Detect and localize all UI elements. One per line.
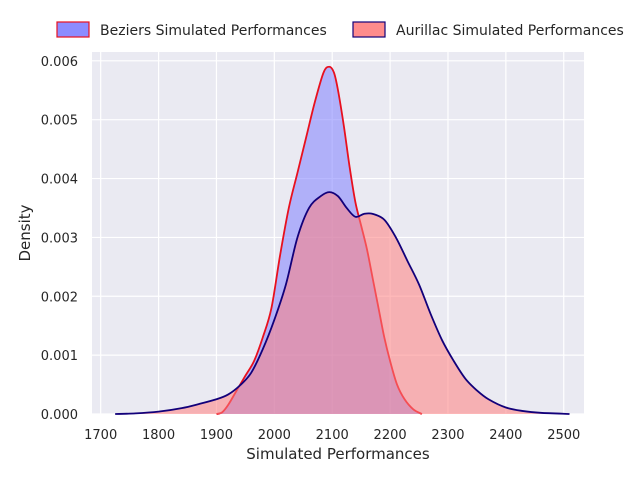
y-tick-label: 0.005 xyxy=(41,114,78,129)
y-axis-ticks: 0.000 0.001 0.002 0.003 0.004 0.005 0.006 xyxy=(41,55,78,423)
x-tick-label: 2300 xyxy=(431,428,464,443)
x-axis-ticks: 1700 1800 1900 2000 2100 2200 2300 2400 2500 xyxy=(84,428,580,443)
legend-swatch-aurillac xyxy=(352,21,386,38)
legend-swatch-beziers xyxy=(56,21,90,38)
y-tick-label: 0.000 xyxy=(41,408,78,423)
density-area-aurillac xyxy=(115,192,570,414)
legend-label-aurillac: Aurillac Simulated Performances xyxy=(396,23,624,39)
series-layer xyxy=(115,65,570,415)
y-axis-label: Density xyxy=(16,204,34,261)
x-tick-label: 2000 xyxy=(258,428,291,443)
legend: Beziers Simulated Performances Aurillac … xyxy=(56,21,624,39)
x-tick-label: 2500 xyxy=(547,428,580,443)
x-tick-label: 1800 xyxy=(142,428,175,443)
y-tick-label: 0.001 xyxy=(41,349,78,364)
y-tick-label: 0.006 xyxy=(41,55,78,70)
legend-label-beziers: Beziers Simulated Performances xyxy=(100,23,327,39)
y-tick-label: 0.002 xyxy=(41,290,78,305)
x-tick-label: 2400 xyxy=(489,428,522,443)
x-tick-label: 2100 xyxy=(316,428,349,443)
x-tick-label: 1900 xyxy=(200,428,233,443)
x-tick-label: 2200 xyxy=(374,428,407,443)
x-tick-label: 1700 xyxy=(84,428,117,443)
y-tick-label: 0.003 xyxy=(41,231,78,246)
y-tick-label: 0.004 xyxy=(41,173,78,188)
x-axis-label: Simulated Performances xyxy=(246,445,430,463)
density-line-aurillac xyxy=(115,191,570,415)
